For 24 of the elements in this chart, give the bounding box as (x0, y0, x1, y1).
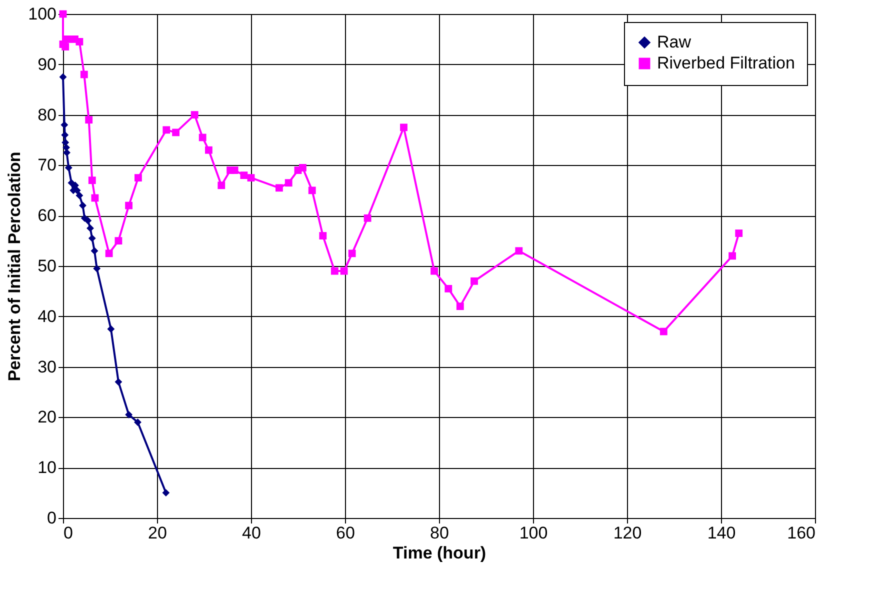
x-tick-label: 160 (787, 524, 816, 542)
y-tick-label: 10 (38, 458, 56, 478)
x-tick-label: 60 (336, 524, 355, 542)
x-axis-title: Time (hour) (392, 544, 486, 562)
legend-label: Raw (657, 32, 692, 52)
y-tick-label: 100 (28, 4, 56, 24)
y-tick-label: 80 (38, 105, 56, 124)
y-tick-label: 50 (38, 256, 56, 276)
x-tick-label: 140 (707, 524, 736, 542)
x-tick-label: 40 (242, 524, 261, 542)
x-tick-label: 0 (64, 524, 73, 542)
y-axis-title: Percent of Initial Percolation (5, 152, 24, 382)
y-tick-label: 30 (38, 357, 56, 376)
y-tick-label: 90 (38, 54, 56, 74)
y-tick-label: 60 (38, 206, 56, 226)
y-tick-label: 40 (38, 306, 56, 326)
x-tick-label: 20 (148, 524, 167, 542)
y-tick-label: 70 (38, 156, 56, 175)
x-tick-label: 80 (430, 524, 449, 542)
legend-label: Riverbed Filtration (657, 54, 795, 72)
x-tick-label: 100 (519, 524, 548, 542)
x-tick-label: 120 (613, 524, 642, 542)
y-tick-label: 0 (47, 508, 56, 528)
y-tick-label: 20 (38, 408, 56, 427)
